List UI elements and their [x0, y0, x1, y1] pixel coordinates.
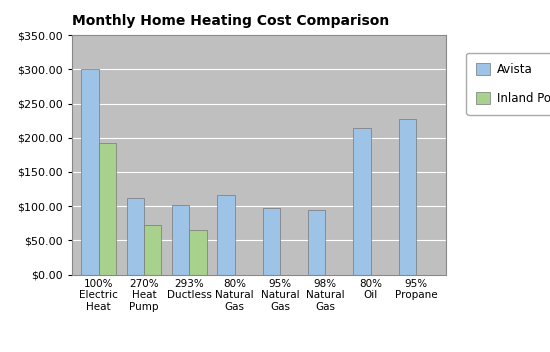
- Bar: [217, 195, 235, 275]
- Bar: [399, 119, 416, 275]
- Legend: Avista, Inland Power: Avista, Inland Power: [466, 53, 550, 114]
- Bar: [308, 209, 326, 275]
- Bar: [127, 198, 144, 275]
- Bar: [263, 208, 280, 275]
- Bar: [354, 127, 371, 275]
- Bar: [98, 143, 116, 275]
- Bar: [172, 205, 189, 275]
- Bar: [144, 225, 161, 275]
- Bar: [81, 69, 98, 275]
- Text: Monthly Home Heating Cost Comparison: Monthly Home Heating Cost Comparison: [73, 14, 389, 28]
- Bar: [189, 230, 207, 275]
